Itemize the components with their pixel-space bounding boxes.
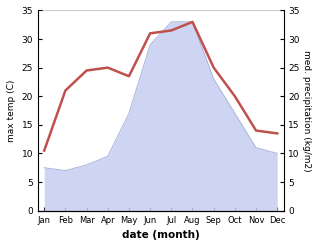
Y-axis label: max temp (C): max temp (C) [7, 79, 16, 142]
X-axis label: date (month): date (month) [122, 230, 200, 240]
Y-axis label: med. precipitation (kg/m2): med. precipitation (kg/m2) [302, 50, 311, 171]
